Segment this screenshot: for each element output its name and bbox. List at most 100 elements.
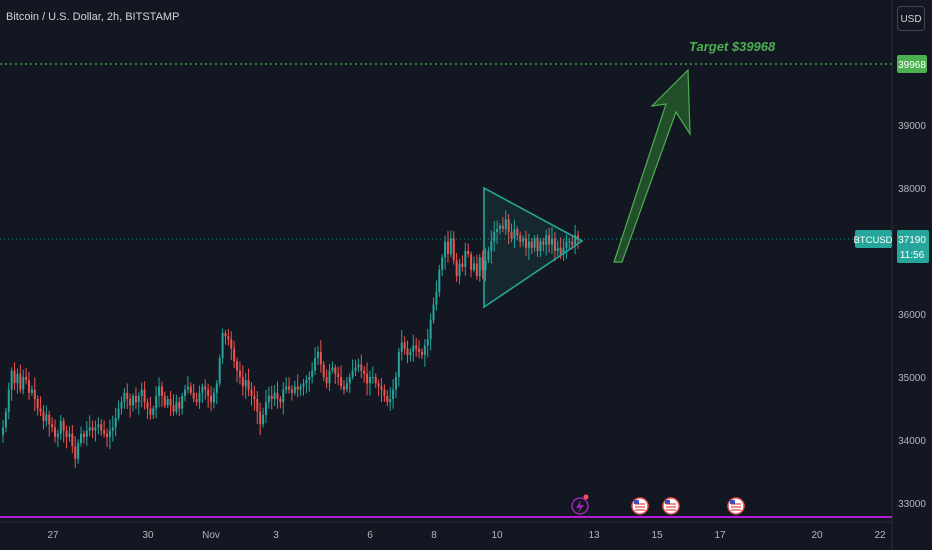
x-tick-label: 8 <box>431 530 437 541</box>
x-tick-label: Nov <box>202 530 220 541</box>
candle-body <box>140 389 143 396</box>
y-tick-label: 35000 <box>898 373 926 384</box>
candle-body <box>256 399 259 412</box>
candle-body <box>446 241 449 255</box>
candle-body <box>175 402 178 412</box>
candle-body <box>215 383 218 393</box>
candle-body <box>285 386 288 390</box>
target-price-badge <box>897 55 927 74</box>
candle-body <box>207 389 210 396</box>
candle-body <box>455 260 458 277</box>
candle-body <box>111 427 114 431</box>
candle-body <box>374 377 377 384</box>
candle-body <box>418 348 421 352</box>
currency-button[interactable]: USD <box>897 6 925 31</box>
candle-body <box>348 377 351 384</box>
candle-body <box>510 232 513 239</box>
candle-body <box>475 263 478 277</box>
candle-body <box>30 389 33 393</box>
candle-body <box>533 238 536 248</box>
candle-body <box>129 399 132 406</box>
candle-body <box>472 263 475 270</box>
candle-body <box>524 238 527 248</box>
candle-body <box>415 345 418 349</box>
candle-body <box>186 386 189 390</box>
target-arrow[interactable] <box>613 68 691 263</box>
candle-body <box>10 370 13 390</box>
candle-body <box>305 380 308 384</box>
candle-body <box>273 392 276 400</box>
candle-body <box>65 430 68 437</box>
candle-body <box>571 241 574 245</box>
candle-body <box>22 377 25 390</box>
candle-body <box>527 241 530 248</box>
candle-body <box>392 389 395 400</box>
candle-body <box>160 386 163 396</box>
candle-body <box>484 260 487 270</box>
x-tick-label: 15 <box>651 530 663 541</box>
candle-body <box>270 395 273 400</box>
flag-canton <box>730 500 735 504</box>
candle-body <box>33 389 36 400</box>
target-price-label: 39968 <box>898 60 926 71</box>
candle-body <box>224 332 227 337</box>
candle-body <box>80 433 83 444</box>
x-tick-label: 30 <box>142 530 154 541</box>
event-dot <box>583 494 589 500</box>
price-axis-bg[interactable] <box>892 0 932 550</box>
candle-body <box>389 399 392 403</box>
candle-body <box>97 424 100 428</box>
candle-body <box>149 408 152 415</box>
candle-body <box>204 386 207 390</box>
candle-body <box>308 377 311 381</box>
candle-body <box>498 225 501 229</box>
candle-body <box>357 364 360 368</box>
candle-body <box>77 443 80 459</box>
candle-body <box>354 367 357 371</box>
candle-body <box>230 339 233 349</box>
candle-body <box>325 377 328 384</box>
candle-body <box>565 241 568 248</box>
candle-body <box>504 219 507 229</box>
candle-body <box>487 251 490 261</box>
candle-body <box>282 389 285 403</box>
candle-body <box>253 395 256 400</box>
candle-body <box>383 389 386 396</box>
candle-body <box>522 238 525 242</box>
candle-body <box>192 392 195 400</box>
candle-body <box>212 392 215 403</box>
candle-body <box>247 380 250 390</box>
candle-body <box>299 386 302 390</box>
candle-body <box>181 395 184 409</box>
candle-body <box>250 389 253 396</box>
candle-body <box>25 377 28 381</box>
candle-body <box>550 238 553 245</box>
current-price-badge <box>897 230 929 264</box>
y-tick-label: 38000 <box>898 184 926 195</box>
symbol-label: BTCUSD <box>853 235 892 246</box>
candle-body <box>108 430 111 437</box>
candle-body <box>244 380 247 387</box>
candle-body <box>106 433 109 437</box>
candle-body <box>553 238 556 251</box>
y-tick-label: 36000 <box>898 310 926 321</box>
candle-body <box>386 395 389 403</box>
candle-body <box>426 339 429 346</box>
candle-body <box>198 392 201 403</box>
candle-body <box>577 235 579 240</box>
candle-body <box>172 405 175 412</box>
triangle-pattern[interactable] <box>483 186 584 309</box>
candle-body <box>351 370 354 377</box>
candle-body <box>470 254 473 270</box>
candle-body <box>279 399 282 403</box>
candle-body <box>16 373 19 384</box>
candle-body <box>322 364 325 377</box>
candle-body <box>377 383 380 387</box>
candle-body <box>221 332 224 359</box>
candle-body <box>120 402 123 409</box>
x-tick-label: 13 <box>588 530 600 541</box>
x-tick-label: 3 <box>273 530 279 541</box>
candle-body <box>143 389 146 403</box>
